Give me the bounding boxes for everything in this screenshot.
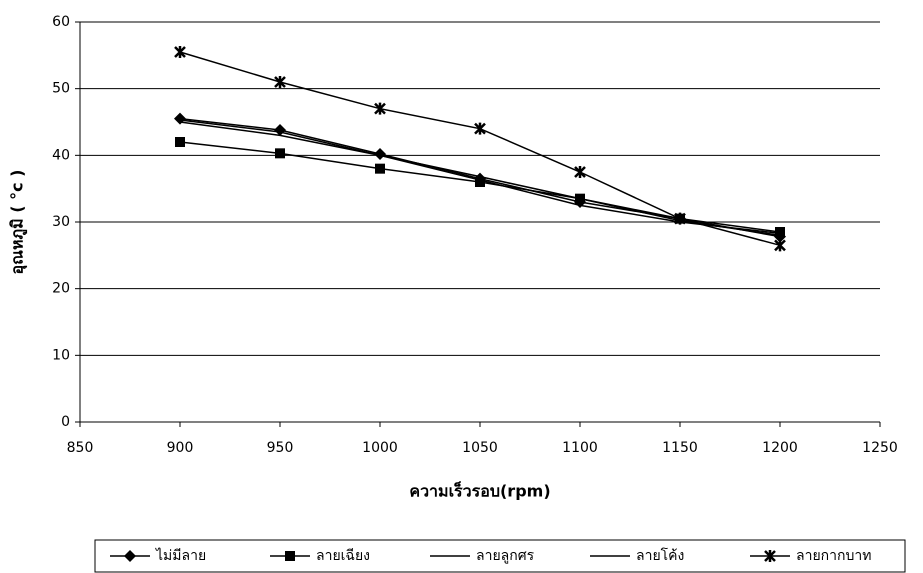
x-tick-label: 1100 [562, 440, 598, 456]
marker [775, 227, 785, 237]
y-tick-label: 20 [52, 281, 70, 297]
y-tick-label: 60 [52, 14, 70, 30]
marker [375, 163, 385, 174]
marker [174, 46, 186, 58]
legend-label: ลายกากบาท [796, 548, 871, 564]
marker [475, 177, 485, 187]
x-tick-label: 900 [167, 440, 194, 456]
y-axis-title: อุณหภูมิ ( °c ) [8, 170, 29, 275]
legend-label: ไม่มีลาย [155, 547, 206, 564]
marker [285, 551, 295, 561]
marker [124, 550, 136, 562]
marker [774, 239, 786, 252]
x-tick-label: 1250 [862, 440, 898, 456]
legend-label: ลายลูกศร [476, 548, 535, 564]
x-tick-label: 950 [267, 440, 294, 456]
y-tick-label: 30 [52, 214, 70, 230]
x-tick-label: 1150 [662, 440, 698, 456]
y-tick-label: 40 [52, 147, 70, 163]
marker [374, 102, 386, 115]
legend-label: ลายโค้ง [636, 547, 684, 564]
marker [474, 122, 486, 135]
x-tick-label: 1050 [462, 440, 498, 456]
x-tick-label: 1000 [362, 440, 398, 456]
marker [674, 212, 686, 225]
marker [175, 137, 185, 147]
marker [374, 148, 386, 160]
marker [274, 76, 286, 88]
x-tick-label: 850 [67, 440, 94, 456]
x-tick-label: 1200 [762, 440, 798, 456]
legend-label: ลายเฉียง [316, 548, 370, 564]
marker [275, 148, 285, 159]
x-axis-title: ความเร็วรอบ(rpm) [409, 480, 550, 501]
y-tick-label: 10 [52, 347, 70, 363]
marker [764, 550, 776, 562]
marker [574, 166, 586, 178]
y-tick-label: 50 [52, 81, 70, 97]
y-tick-label: 0 [61, 414, 70, 430]
